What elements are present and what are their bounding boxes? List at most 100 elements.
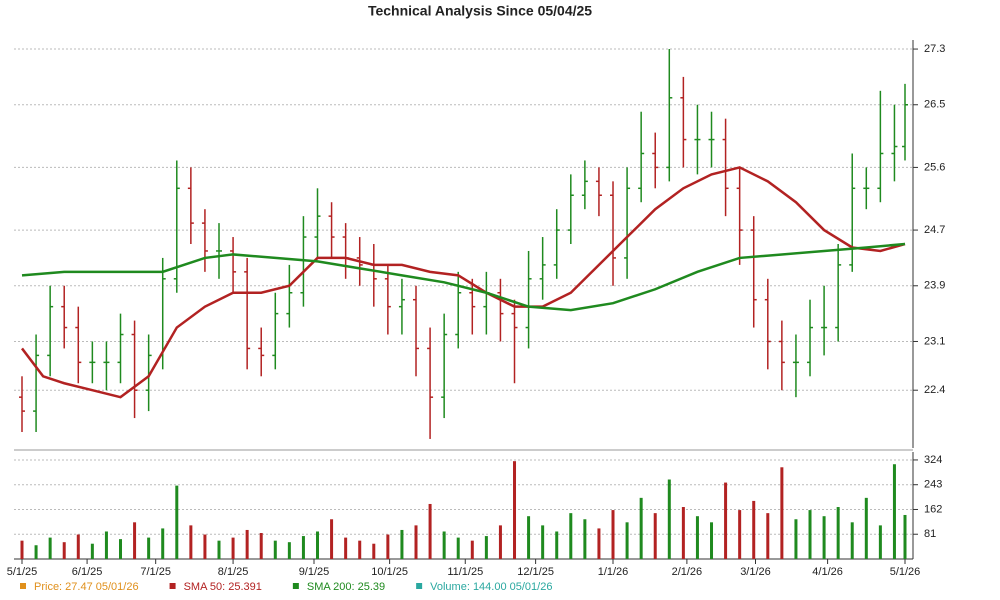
legend-label: Volume: 144.00 05/01/26 bbox=[430, 581, 552, 593]
legend-label: SMA 200: 25.39 bbox=[307, 581, 385, 593]
volume-bar bbox=[903, 514, 907, 559]
volume-bar bbox=[808, 510, 812, 559]
volume-bar bbox=[724, 482, 728, 559]
volume-bar bbox=[76, 534, 80, 559]
volume-bar bbox=[34, 545, 38, 559]
volume-bar bbox=[695, 516, 699, 559]
volume-bar bbox=[161, 528, 165, 559]
volume-bar bbox=[386, 534, 390, 559]
volume-bar bbox=[850, 522, 854, 559]
volume-bar bbox=[836, 507, 840, 559]
volume-bar bbox=[104, 531, 108, 559]
y-tick-label: 27.3 bbox=[924, 43, 945, 55]
y-tick-label: 25.6 bbox=[924, 161, 945, 173]
volume-bar bbox=[372, 543, 376, 559]
y-tick-label: 23.1 bbox=[924, 335, 945, 347]
volume-bar bbox=[794, 519, 798, 559]
volume-bar bbox=[203, 534, 207, 559]
volume-bar bbox=[667, 479, 671, 559]
volume-bar bbox=[597, 528, 601, 559]
volume-tick-label: 81 bbox=[924, 528, 936, 540]
legend-swatch bbox=[169, 583, 176, 589]
volume-tick-label: 243 bbox=[924, 479, 942, 491]
volume-bar bbox=[217, 540, 221, 559]
volume-bar bbox=[681, 507, 685, 559]
volume-bar bbox=[273, 540, 277, 559]
volume-bar bbox=[625, 522, 629, 559]
volume-bar bbox=[245, 529, 249, 559]
volume-bar bbox=[710, 522, 714, 559]
legend-label: Price: 27.47 05/01/26 bbox=[34, 581, 139, 593]
volume-bar bbox=[527, 516, 531, 559]
volume-bar bbox=[400, 529, 404, 559]
volume-bar bbox=[766, 513, 770, 559]
chart-title: Technical Analysis Since 05/04/25 bbox=[368, 3, 592, 19]
volume-bar bbox=[456, 537, 460, 559]
x-tick-label: 8/1/25 bbox=[218, 566, 249, 578]
volume-bar bbox=[442, 531, 446, 559]
sma-line bbox=[21, 242, 906, 312]
legend-label: SMA 50: 25.391 bbox=[184, 581, 262, 593]
volume-bar bbox=[738, 510, 742, 559]
x-tick-label: 6/1/25 bbox=[72, 566, 103, 578]
volume-bar bbox=[583, 519, 587, 559]
volume-bar bbox=[147, 537, 151, 559]
volume-bar bbox=[90, 543, 94, 559]
volume-bar bbox=[316, 531, 320, 559]
legend-swatch bbox=[292, 583, 299, 589]
volume-bar bbox=[541, 525, 545, 559]
volume-bar bbox=[48, 537, 52, 559]
x-tick-label: 2/1/26 bbox=[672, 566, 703, 578]
volume-bar bbox=[484, 536, 488, 559]
x-tick-label: 5/1/25 bbox=[7, 566, 38, 578]
volume-bar bbox=[892, 464, 896, 559]
volume-bar bbox=[358, 540, 362, 559]
x-tick-label: 11/1/25 bbox=[447, 566, 483, 578]
volume-bar bbox=[555, 531, 559, 559]
volume-bar bbox=[569, 513, 573, 559]
volume-tick-label: 162 bbox=[924, 503, 942, 515]
volume-bar bbox=[752, 500, 756, 559]
volume-bar bbox=[864, 497, 868, 559]
volume-bar bbox=[513, 461, 517, 559]
x-tick-label: 7/1/25 bbox=[140, 566, 171, 578]
x-tick-label: 10/1/25 bbox=[371, 566, 408, 578]
volume-bar bbox=[189, 525, 193, 559]
volume-bar bbox=[133, 522, 137, 559]
volume-bar bbox=[287, 542, 291, 559]
volume-tick-label: 324 bbox=[924, 454, 942, 466]
y-tick-label: 22.4 bbox=[924, 384, 945, 396]
legend-swatch bbox=[20, 583, 26, 589]
volume-bar bbox=[20, 540, 24, 559]
sma-line bbox=[21, 166, 906, 399]
volume-bar bbox=[62, 542, 66, 559]
volume-bar bbox=[119, 539, 123, 559]
volume-bar bbox=[878, 525, 882, 559]
volume-bar bbox=[428, 503, 432, 559]
x-tick-label: 3/1/26 bbox=[740, 566, 771, 578]
volume-bar bbox=[822, 516, 826, 559]
volume-bar bbox=[611, 510, 615, 559]
volume-bar bbox=[259, 533, 263, 559]
x-tick-label: 5/1/26 bbox=[890, 566, 921, 578]
volume-bar bbox=[175, 485, 179, 559]
legend-swatch bbox=[416, 583, 423, 589]
x-tick-label: 4/1/26 bbox=[812, 566, 843, 578]
volume-bar bbox=[301, 536, 305, 559]
x-tick-label: 1/1/26 bbox=[598, 566, 629, 578]
volume-bar bbox=[330, 519, 334, 559]
y-tick-label: 23.9 bbox=[924, 280, 945, 292]
volume-bar bbox=[653, 513, 657, 559]
x-tick-label: 12/1/25 bbox=[517, 566, 554, 578]
volume-bar bbox=[780, 467, 784, 559]
y-tick-label: 26.5 bbox=[924, 99, 945, 111]
volume-bar bbox=[414, 525, 418, 559]
volume-bar bbox=[344, 537, 348, 559]
volume-bar bbox=[231, 537, 235, 559]
x-tick-label: 9/1/25 bbox=[299, 566, 330, 578]
y-tick-label: 24.7 bbox=[924, 224, 945, 236]
volume-bar bbox=[470, 540, 474, 559]
volume-bar bbox=[498, 525, 502, 559]
